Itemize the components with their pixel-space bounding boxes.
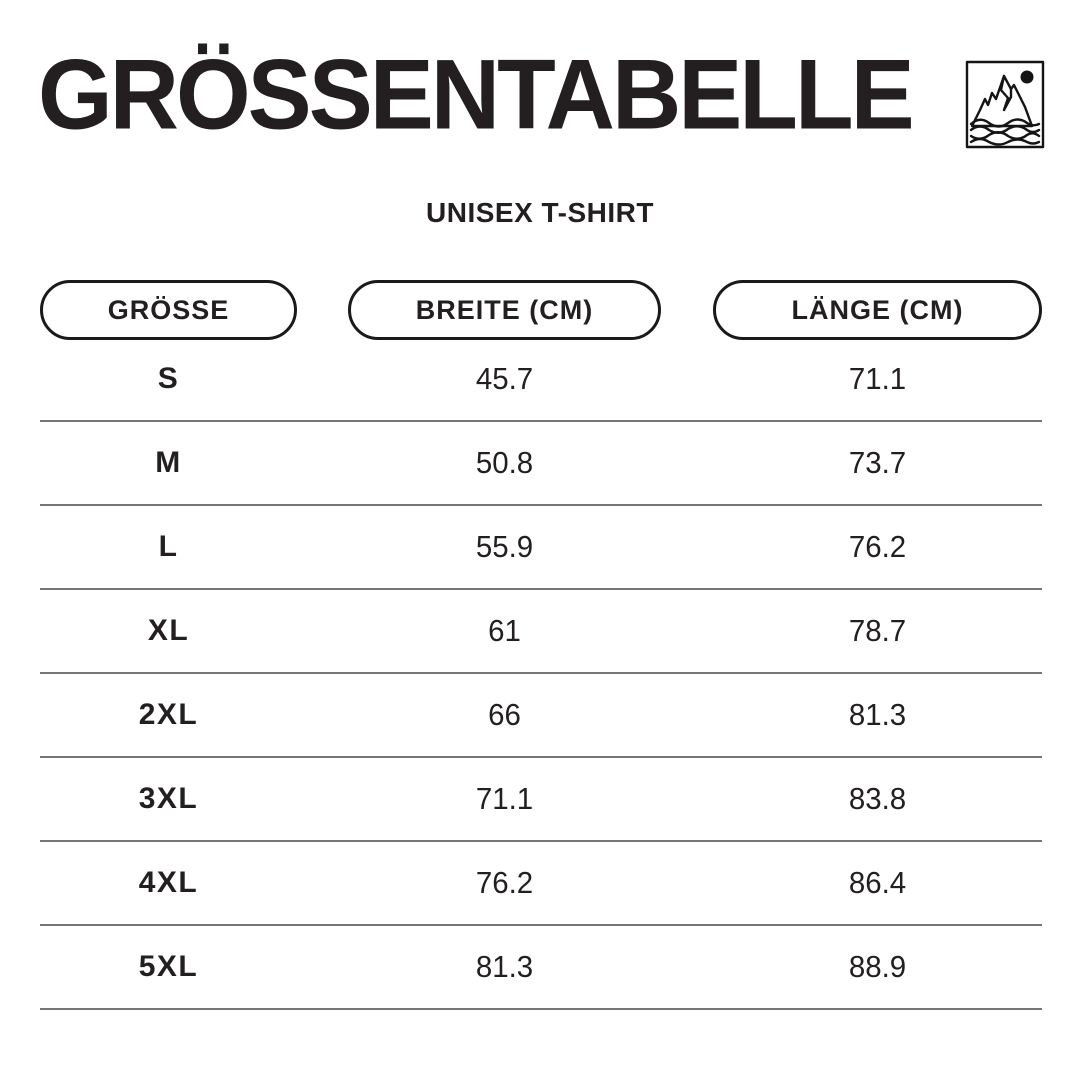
header-pill-breite: BREITE (CM) (348, 280, 661, 340)
laenge-cell: 86.4 (848, 865, 907, 900)
breite-cell: 71.1 (475, 781, 534, 816)
size-cell: S (157, 362, 180, 395)
table-row-l: L 55.9 76.2 (40, 506, 1042, 590)
laenge-cell: 78.7 (848, 613, 907, 648)
breite-cell: 50.8 (475, 445, 534, 480)
laenge-cell: 71.1 (848, 361, 907, 396)
breite-cell: 66 (488, 697, 521, 732)
laenge-cell: 88.9 (848, 949, 907, 984)
page-title: GRÖSSENTABELLE (38, 39, 915, 151)
breite-cell: 61 (488, 613, 521, 648)
mountain-sun-waves-icon (965, 60, 1045, 149)
size-cell: 3XL (138, 782, 199, 815)
table-row-2xl: 2XL 66 81.3 (40, 674, 1042, 758)
table-row-3xl: 3XL 71.1 83.8 (40, 758, 1042, 842)
size-table: GRÖSSE BREITE (CM) LÄNGE (CM) S 45.7 71.… (40, 280, 1042, 1010)
header-pill-groesse: GRÖSSE (40, 280, 297, 340)
breite-cell: 76.2 (475, 865, 534, 900)
breite-cell: 81.3 (475, 949, 534, 984)
size-cell: 4XL (138, 866, 199, 899)
table-row-m: M 50.8 73.7 (40, 422, 1042, 506)
table-body: S 45.7 71.1 M 50.8 73.7 L 55.9 76.2 XL 6… (40, 338, 1042, 1010)
laenge-cell: 81.3 (848, 697, 907, 732)
size-cell: 5XL (138, 950, 199, 983)
laenge-cell: 76.2 (848, 529, 907, 564)
product-subtitle: UNISEX T-SHIRT (426, 197, 654, 228)
laenge-cell: 83.8 (848, 781, 907, 816)
table-row-xl: XL 61 78.7 (40, 590, 1042, 674)
breite-cell: 55.9 (475, 529, 534, 564)
table-row-5xl: 5XL 81.3 88.9 (40, 926, 1042, 1010)
header-label-laenge: LÄNGE (CM) (791, 294, 964, 325)
laenge-cell: 73.7 (848, 445, 907, 480)
table-row-4xl: 4XL 76.2 86.4 (40, 842, 1042, 926)
size-cell: M (155, 446, 182, 479)
header-label-breite: BREITE (CM) (415, 294, 594, 325)
size-cell: L (158, 530, 179, 563)
breite-cell: 45.7 (475, 361, 534, 396)
size-cell: 2XL (138, 698, 199, 731)
table-row-s: S 45.7 71.1 (40, 338, 1042, 422)
size-cell: XL (147, 614, 190, 647)
header-pill-laenge: LÄNGE (CM) (713, 280, 1042, 340)
header-label-groesse: GRÖSSE (107, 294, 230, 325)
table-header-row: GRÖSSE BREITE (CM) LÄNGE (CM) (40, 280, 1042, 340)
